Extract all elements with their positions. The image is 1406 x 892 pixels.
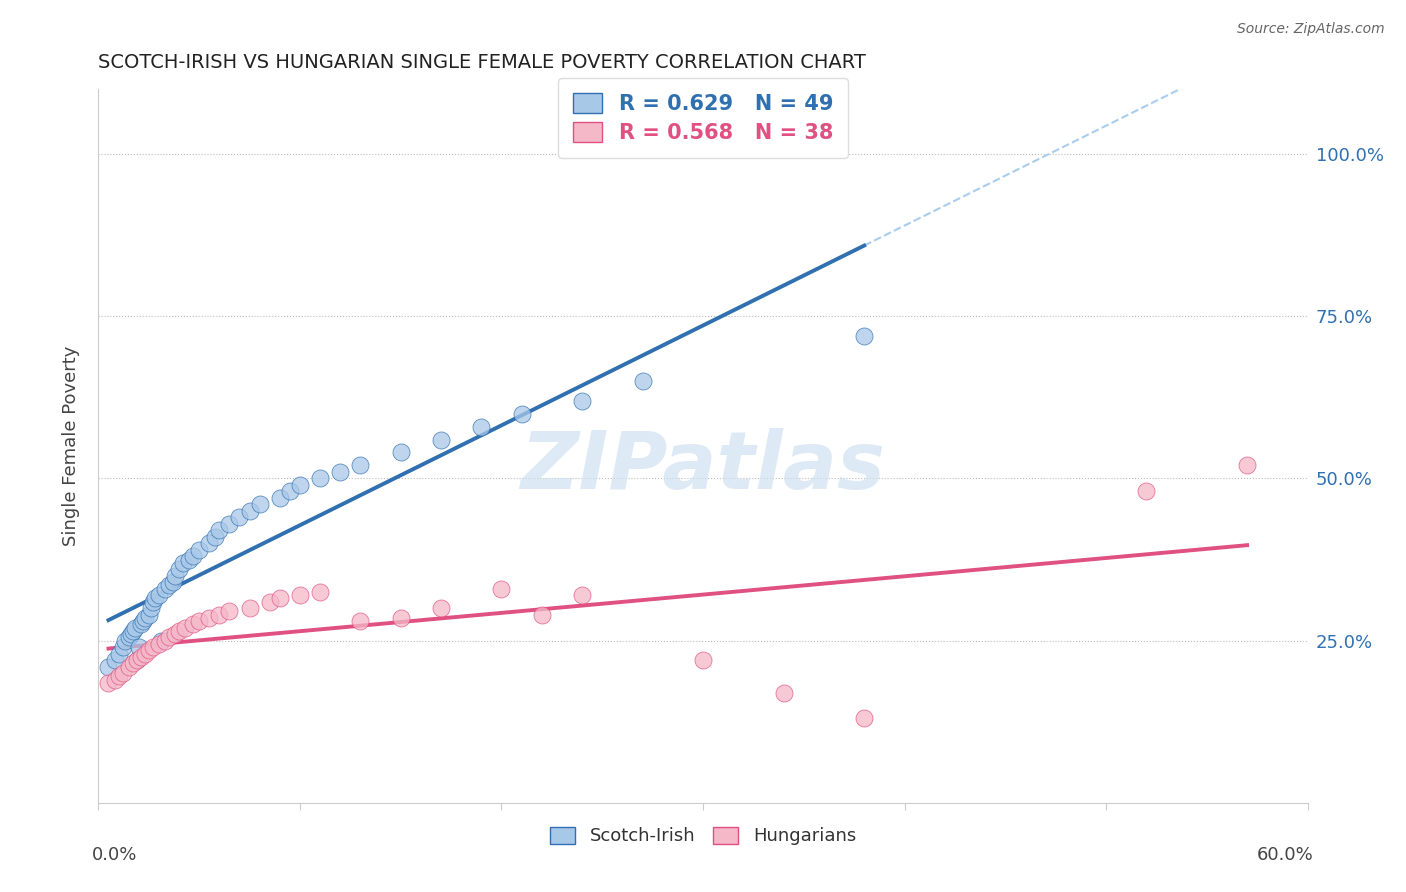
Point — [204, 530, 226, 544]
Point — [124, 621, 146, 635]
Point — [149, 633, 172, 648]
Point — [121, 624, 143, 638]
Point — [167, 624, 190, 638]
Point — [631, 374, 654, 388]
Point — [111, 640, 134, 654]
Point — [148, 588, 170, 602]
Point — [139, 601, 162, 615]
Point — [181, 549, 204, 564]
Point — [142, 640, 165, 654]
Point — [138, 643, 160, 657]
Point — [153, 582, 176, 596]
Point — [853, 711, 876, 725]
Point — [1135, 484, 1157, 499]
Point — [118, 659, 141, 673]
Point — [571, 588, 593, 602]
Point — [134, 647, 156, 661]
Point — [125, 653, 148, 667]
Point — [239, 504, 262, 518]
Point — [349, 458, 371, 473]
Point — [239, 601, 262, 615]
Point — [163, 627, 186, 641]
Point — [97, 659, 120, 673]
Point — [103, 673, 125, 687]
Point — [163, 568, 186, 582]
Point — [97, 675, 120, 690]
Point — [114, 633, 136, 648]
Point — [157, 631, 180, 645]
Point — [259, 595, 281, 609]
Point — [470, 419, 492, 434]
Point — [125, 653, 148, 667]
Point — [491, 582, 513, 596]
Point — [120, 627, 142, 641]
Point — [309, 585, 332, 599]
Point — [309, 471, 332, 485]
Point — [174, 621, 197, 635]
Point — [772, 685, 794, 699]
Point — [571, 393, 593, 408]
Point — [157, 578, 180, 592]
Point — [188, 542, 211, 557]
Point — [128, 640, 150, 654]
Point — [329, 465, 352, 479]
Legend: Scotch-Irish, Hungarians: Scotch-Irish, Hungarians — [537, 814, 869, 858]
Point — [269, 491, 291, 505]
Point — [208, 524, 231, 538]
Point — [218, 604, 240, 618]
Point — [853, 328, 876, 343]
Point — [349, 614, 371, 628]
Text: 60.0%: 60.0% — [1257, 846, 1313, 863]
Point — [143, 591, 166, 606]
Point — [111, 666, 134, 681]
Point — [288, 478, 311, 492]
Point — [179, 552, 201, 566]
Point — [389, 445, 412, 459]
Point — [153, 633, 176, 648]
Point — [162, 575, 184, 590]
Point — [430, 601, 453, 615]
Point — [142, 595, 165, 609]
Point — [249, 497, 271, 511]
Point — [198, 536, 221, 550]
Point — [129, 649, 152, 664]
Text: Source: ZipAtlas.com: Source: ZipAtlas.com — [1237, 22, 1385, 37]
Point — [208, 607, 231, 622]
Point — [107, 647, 129, 661]
Point — [138, 607, 160, 622]
Point — [132, 614, 155, 628]
Point — [134, 611, 156, 625]
Point — [288, 588, 311, 602]
Point — [181, 617, 204, 632]
Text: 0.0%: 0.0% — [93, 846, 138, 863]
Point — [167, 562, 190, 576]
Point — [228, 510, 250, 524]
Point — [172, 556, 194, 570]
Point — [430, 433, 453, 447]
Point — [188, 614, 211, 628]
Point — [510, 407, 533, 421]
Point — [269, 591, 291, 606]
Point — [129, 617, 152, 632]
Text: ZIPatlas: ZIPatlas — [520, 428, 886, 507]
Point — [148, 637, 170, 651]
Point — [1236, 458, 1258, 473]
Point — [121, 657, 143, 671]
Point — [218, 516, 240, 531]
Point — [692, 653, 714, 667]
Point — [278, 484, 301, 499]
Y-axis label: Single Female Poverty: Single Female Poverty — [62, 346, 80, 546]
Point — [103, 653, 125, 667]
Point — [530, 607, 553, 622]
Point — [118, 631, 141, 645]
Point — [107, 669, 129, 683]
Text: SCOTCH-IRISH VS HUNGARIAN SINGLE FEMALE POVERTY CORRELATION CHART: SCOTCH-IRISH VS HUNGARIAN SINGLE FEMALE … — [98, 54, 866, 72]
Point — [389, 611, 412, 625]
Point — [198, 611, 221, 625]
